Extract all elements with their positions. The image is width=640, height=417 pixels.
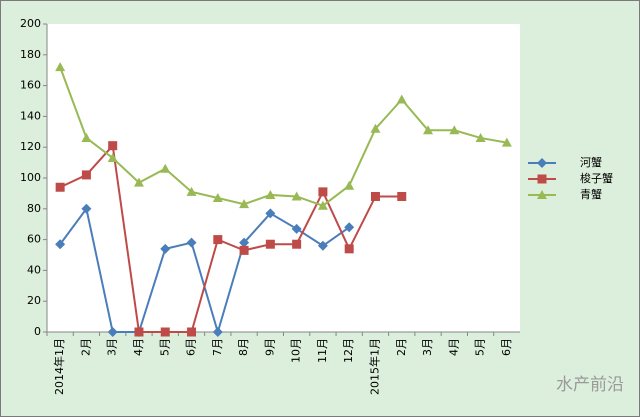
data-point (212, 193, 223, 203)
x-tick-label: 3月 (106, 338, 119, 356)
data-point (81, 170, 91, 180)
data-point (239, 237, 250, 248)
data-point (501, 137, 512, 147)
x-tick-label: 2月 (395, 338, 408, 356)
data-point (187, 327, 197, 337)
data-point (239, 199, 250, 209)
data-point (133, 177, 144, 187)
data-point (423, 125, 434, 135)
y-tick-label: 80 (27, 202, 41, 215)
data-point (291, 191, 302, 201)
y-tick-label: 120 (20, 140, 41, 153)
data-point (370, 191, 380, 201)
y-tick-label: 40 (27, 263, 41, 276)
data-point (317, 200, 328, 210)
data-point (55, 239, 66, 250)
x-tick-label: 7月 (211, 338, 224, 356)
y-tick-label: 100 (20, 171, 41, 184)
legend-marker (537, 158, 547, 168)
data-point (344, 222, 355, 233)
y-tick-label: 60 (27, 233, 41, 246)
data-point (55, 182, 65, 192)
data-point (212, 327, 223, 337)
x-tick-label: 6月 (185, 338, 198, 356)
x-tick-label: 4月 (447, 338, 460, 356)
y-tick-label: 160 (20, 79, 41, 92)
plot-area (47, 24, 520, 332)
data-point (81, 132, 92, 142)
x-tick-label: 3月 (421, 338, 434, 356)
x-tick-label: 9月 (263, 338, 276, 356)
data-point (55, 62, 66, 72)
data-point (186, 186, 197, 196)
x-tick-label: 5月 (474, 338, 487, 356)
y-tick-label: 0 (34, 325, 41, 338)
legend-marker (537, 174, 547, 184)
data-point (396, 94, 407, 104)
y-tick-label: 200 (20, 17, 41, 30)
data-point (160, 327, 170, 337)
watermark: 水产前沿 (556, 375, 624, 395)
x-tick-label: 6月 (500, 338, 513, 356)
x-tick-label: 2015年1月 (367, 338, 381, 395)
data-point (265, 208, 276, 219)
data-point (449, 125, 460, 135)
series-line (59, 66, 508, 207)
x-tick-label: 5月 (158, 338, 171, 356)
x-tick-label: 11月 (316, 338, 329, 363)
data-point (397, 191, 407, 201)
y-tick-label: 140 (20, 109, 41, 122)
data-point (344, 180, 355, 190)
data-point (475, 132, 486, 142)
data-point (344, 244, 354, 254)
x-tick-label: 2月 (79, 338, 92, 356)
data-point (160, 243, 171, 254)
data-point (317, 240, 328, 251)
data-point (108, 141, 118, 151)
data-point (239, 245, 249, 255)
data-point (134, 327, 144, 337)
data-point (186, 237, 197, 248)
y-tick-label: 20 (27, 294, 41, 307)
data-point (265, 239, 275, 249)
data-point (292, 239, 302, 249)
data-point (107, 152, 118, 162)
x-tick-label: 2014年1月 (52, 338, 66, 395)
x-tick-label: 4月 (132, 338, 145, 356)
series-line (59, 143, 402, 333)
x-tick-label: 10月 (290, 338, 303, 363)
legend-label: 青蟹 (580, 187, 602, 201)
legend-marker (537, 190, 547, 199)
data-point (213, 235, 223, 245)
data-point (160, 163, 171, 173)
data-point (107, 327, 118, 337)
data-point (291, 223, 302, 234)
data-point (318, 187, 328, 197)
y-tick-label: 180 (20, 48, 41, 61)
x-tick-label: 8月 (237, 338, 250, 356)
data-point (81, 203, 92, 214)
legend-label: 河蟹 (580, 155, 602, 169)
data-point (370, 123, 381, 133)
legend-label: 梭子蟹 (580, 171, 613, 185)
data-point (265, 189, 276, 199)
x-tick-label: 12月 (342, 338, 355, 363)
